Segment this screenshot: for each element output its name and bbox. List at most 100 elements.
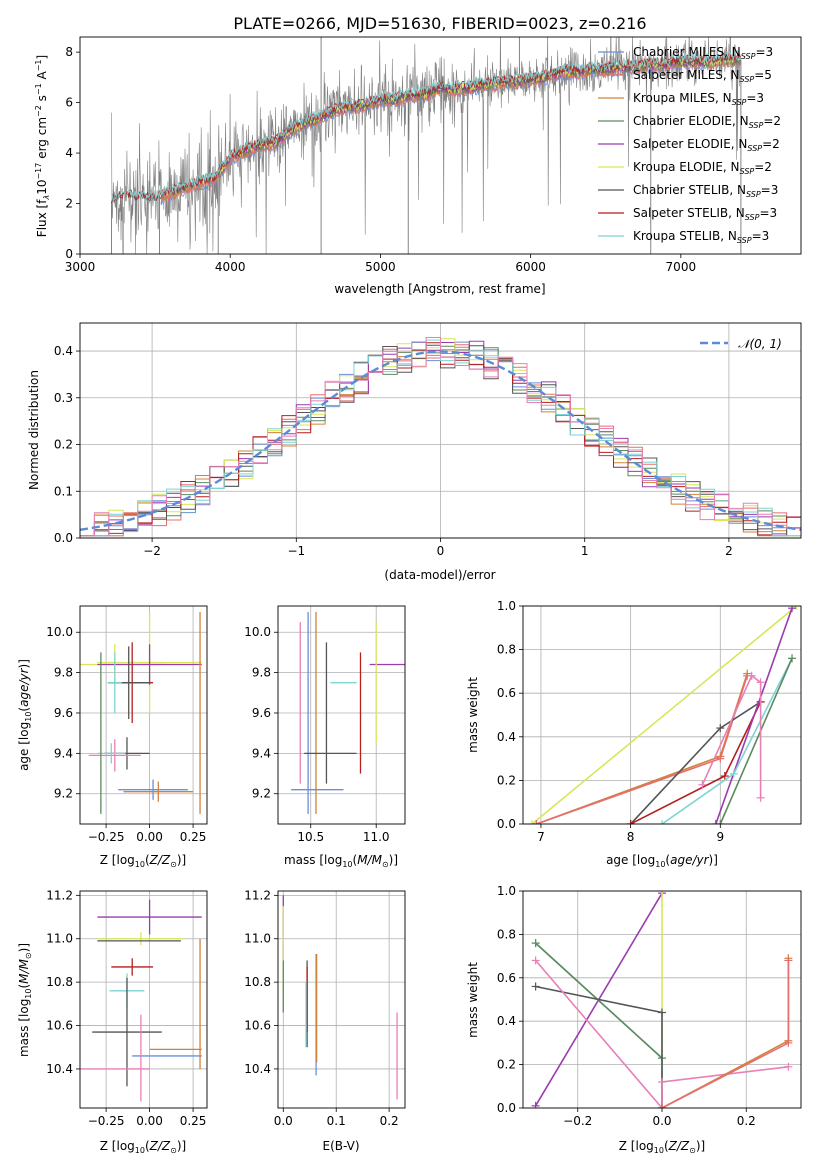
agez-ytick-label: 9.4 [54,746,73,760]
legend-label: 𝒩(0, 1) [738,337,782,351]
spectrum-xtick-label: 4000 [215,260,246,274]
spectrum-frame [79,36,802,255]
residuals-panel: −2 −1 0 1 2 0.0 0.1 0.2 0.3 0.4 𝒩(0, 1) (data-model… [27,322,802,582]
legend-label: Chabrier ELODIE, NSSP=2 [633,114,781,130]
agemass-xtick-label: 10.5 [297,830,324,844]
mwage-frame [522,605,802,825]
residuals-data [80,337,801,537]
spectrum-data [111,37,742,254]
massebv-xlabel: E(B-V) [322,1139,359,1153]
legend-label: Kroupa STELIB, NSSP=3 [633,229,769,245]
agez-xtick-label: −0.25 [88,830,125,844]
residuals-xlabel: (data-model)/error [384,568,495,582]
residuals-ytick-label: 0.1 [54,484,73,498]
mass-weight-line [531,606,798,824]
mass-weight-line [535,942,663,1059]
massebv-xtick-label: 0.0 [274,1114,293,1128]
agez-xtick-label: 0.00 [136,830,163,844]
massz-ytick-label: 10.4 [46,1062,73,1076]
agemass-ytick-label: 9.8 [252,666,271,680]
mwz-xlabel: Z [log10(Z/Z⊙)] [619,1139,705,1155]
age-vs-metallicity-panel: −0.25 0.00 0.25 9.2 9.4 9.6 9.8 10.0 Z [log10(Z/… [17,605,208,869]
mwage-ytick-label: 0.6 [497,686,516,700]
mass-vs-ebv-panel: 0.0 0.1 0.2 10.4 10.6 10.8 11.0 11.2 E(B-V) [244,888,406,1153]
residuals-ytick-label: 0.0 [54,531,73,545]
mwage-xlabel: age [log10(age/yr)] [606,853,718,869]
residuals-xtick-label: −2 [143,544,161,558]
massz-ylabel: mass [log10(M/M⊙)] [17,943,33,1057]
agez-xtick-label: 0.25 [180,830,207,844]
model-spectrum-line [111,51,742,202]
spectrum-ytick-label: 4 [65,146,73,160]
massz-xlabel: Z [log10(Z/Z⊙)] [100,1139,186,1155]
mwage-ytick-label: 0.8 [497,643,516,657]
mwage-xtick-label: 8 [627,830,635,844]
mwage-ytick-label: 0.2 [497,773,516,787]
mwz-ytick-label: 0.2 [497,1058,516,1072]
mwage-ytick-label: 1.0 [497,599,516,613]
agez-xlabel: Z [log10(Z/Z⊙)] [100,853,186,869]
agez-ytick-label: 9.8 [54,666,73,680]
mass-weight-line [719,657,793,824]
massz-ytick-label: 11.0 [46,932,73,946]
massebv-frame [277,890,406,1109]
mwz-xtick-label: 0.2 [737,1114,756,1128]
massz-data [80,899,202,1102]
agemass-data [291,612,405,814]
spectrum-xlabel: wavelength [Angstrom, rest frame] [334,282,545,296]
residuals-xtick-label: −1 [287,544,305,558]
spectrum-ytick-label: 6 [65,96,73,110]
residuals-xtick-label: 2 [725,544,733,558]
agez-ytick-label: 9.6 [54,706,73,720]
mwz-data [531,891,793,1108]
agemass-frame [277,605,406,825]
massz-ytick-label: 10.8 [46,975,73,989]
massz-frame [79,890,208,1109]
massebv-ytick-label: 11.2 [244,888,271,902]
figure-title: PLATE=0266, MJD=51630, FIBERID=0023, z=0… [233,14,646,33]
mwz-ytick-label: 0.8 [497,927,516,941]
age-vs-mass-panel: 10.5 11.0 9.2 9.4 9.6 9.8 10.0 mass [log10(M/M⊙… [244,605,406,869]
agemass-ytick-label: 9.6 [252,706,271,720]
histogram-step-line [80,337,801,537]
massebv-xtick-label: 0.1 [327,1114,346,1128]
mwage-xtick-label: 9 [716,830,724,844]
mwage-ytick-label: 0.4 [497,730,516,744]
agemass-xlabel: mass [log10(M/M⊙)] [284,853,398,869]
massebv-ytick-label: 10.4 [244,1062,271,1076]
mass-weight-vs-age-panel: 7 8 9 0.0 0.2 0.4 0.6 0.8 1.0 age [log10(age/yr)]… [466,599,802,869]
mass-vs-metallicity-panel: −0.25 0.00 0.25 10.4 10.6 10.8 11.0 11.2 Z [log1… [17,888,208,1155]
mass-weight-line [715,607,793,824]
spectrum-ytick-label: 2 [65,197,73,211]
agez-ylabel: age [log10(age/yr)] [17,659,33,771]
residuals-ylabel: Normed distribution [27,370,41,490]
legend-label: Salpeter MILES, NSSP=5 [633,68,772,84]
spectrum-xtick-label: 5000 [365,260,396,274]
mwage-ylabel: mass weight [466,677,480,753]
massz-plot-area [80,891,207,1108]
mwz-ytick-label: 0.4 [497,1014,516,1028]
massz-xtick-label: 0.00 [136,1114,163,1128]
legend-label: Chabrier STELIB, NSSP=3 [633,183,778,199]
spectrum-ylabel: Flux [fλ10−17 erg cm−2 s−1 A−1] [34,55,51,237]
massz-xtick-label: 0.25 [180,1114,207,1128]
agez-data [80,612,202,814]
model-spectrum-line [111,52,742,203]
mwz-ytick-label: 0.6 [497,971,516,985]
spectrum-ytick-label: 0 [65,247,73,261]
spectrum-ytick-label: 8 [65,45,73,59]
agez-ytick-label: 10.0 [46,625,73,639]
agez-frame [79,605,208,825]
mwz-xtick-label: 0.0 [652,1114,671,1128]
normal-distribution-curve [80,350,801,531]
legend-label: Chabrier MILES, NSSP=3 [633,45,773,61]
agez-ytick-label: 9.2 [54,787,73,801]
agemass-xtick-label: 11.0 [363,830,390,844]
massebv-ytick-label: 10.8 [244,975,271,989]
spectrum-xtick-label: 6000 [515,260,546,274]
mwage-ytick-label: 0.0 [497,817,516,831]
spectrum-xtick-label: 7000 [666,260,697,274]
massebv-ytick-label: 10.6 [244,1019,271,1033]
legend-label: Kroupa ELODIE, NSSP=2 [633,160,772,176]
